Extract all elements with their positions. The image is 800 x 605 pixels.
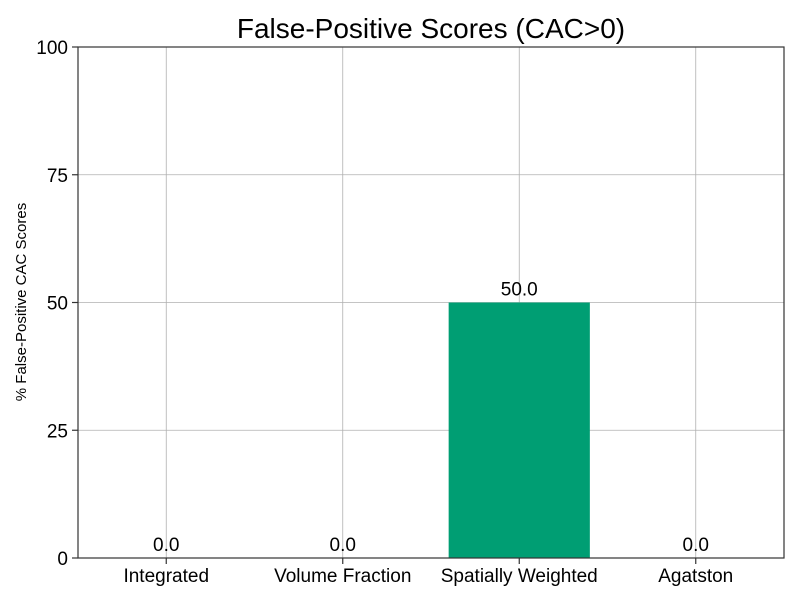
bars bbox=[448, 302, 590, 558]
bar bbox=[448, 302, 590, 558]
y-tick-label: 100 bbox=[36, 38, 68, 59]
y-tick-label: 50 bbox=[47, 294, 68, 315]
y-tick-label: 0 bbox=[57, 549, 68, 570]
x-tick-label: Agatston bbox=[658, 566, 733, 587]
chart-title: False-Positive Scores (CAC>0) bbox=[237, 13, 625, 44]
x-tick-label: Volume Fraction bbox=[274, 566, 411, 587]
x-tick-label: Spatially Weighted bbox=[441, 566, 598, 587]
x-tick-label: Integrated bbox=[123, 566, 209, 587]
y-axis-label: % False-Positive CAC Scores bbox=[13, 203, 30, 401]
data-labels: 0.0 0.0 50.0 0.0 bbox=[153, 280, 709, 557]
y-tick-label: 25 bbox=[47, 421, 68, 442]
bar-value-label: 0.0 bbox=[153, 535, 179, 556]
axis-ticks: 0 25 50 75 100 Integrated Volume Fraction Spati… bbox=[36, 38, 733, 587]
y-tick-label: 75 bbox=[47, 166, 68, 187]
grid-lines bbox=[78, 47, 784, 558]
bar-value-label: 50.0 bbox=[501, 280, 538, 301]
bar-value-label: 0.0 bbox=[330, 535, 356, 556]
bar-value-label: 0.0 bbox=[683, 535, 709, 556]
